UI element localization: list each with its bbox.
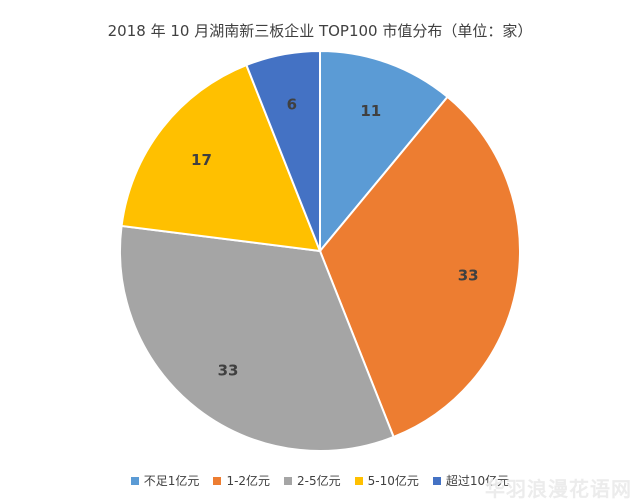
data-label-2: 33 [458, 266, 479, 284]
chart-title: 2018 年 10 月湖南新三板企业 TOP100 市值分布（单位：家） [107, 22, 533, 40]
legend-item-2: 1-2亿元 [213, 472, 270, 489]
legend-label-2: 1-2亿元 [226, 474, 271, 488]
legend-swatch-4 [354, 476, 363, 485]
pie-slice-5 [245, 49, 321, 252]
pie-slice-4 [120, 63, 322, 253]
data-label-4: 17 [191, 151, 212, 169]
legend-label-1: 不足1亿元 [143, 474, 200, 488]
pie-slice-3 [119, 224, 395, 452]
data-label-1: 11 [360, 102, 381, 120]
chart-legend: 不足1亿元 1-2亿元 2-5亿元 5-10亿元 超过10亿元 [0, 472, 640, 489]
legend-label-4: 5-10亿元 [367, 474, 419, 488]
legend-item-5: 超过10亿元 [432, 472, 510, 489]
watermark: 华羽浪漫花语网 [485, 477, 632, 501]
legend-swatch-2 [213, 476, 222, 485]
legend-label-5: 超过10亿元 [445, 474, 510, 488]
legend-item-1: 不足1亿元 [130, 472, 200, 489]
legend-swatch-1 [130, 476, 139, 485]
data-label-3: 33 [218, 362, 239, 380]
pie-slice-1 [319, 49, 449, 254]
legend-swatch-5 [432, 476, 441, 485]
legend-item-4: 5-10亿元 [354, 472, 419, 489]
data-label-5: 6 [287, 96, 297, 114]
pie-slice-2 [318, 95, 521, 439]
legend-item-3: 2-5亿元 [284, 472, 341, 489]
legend-swatch-3 [284, 476, 293, 485]
legend-label-3: 2-5亿元 [297, 474, 341, 488]
